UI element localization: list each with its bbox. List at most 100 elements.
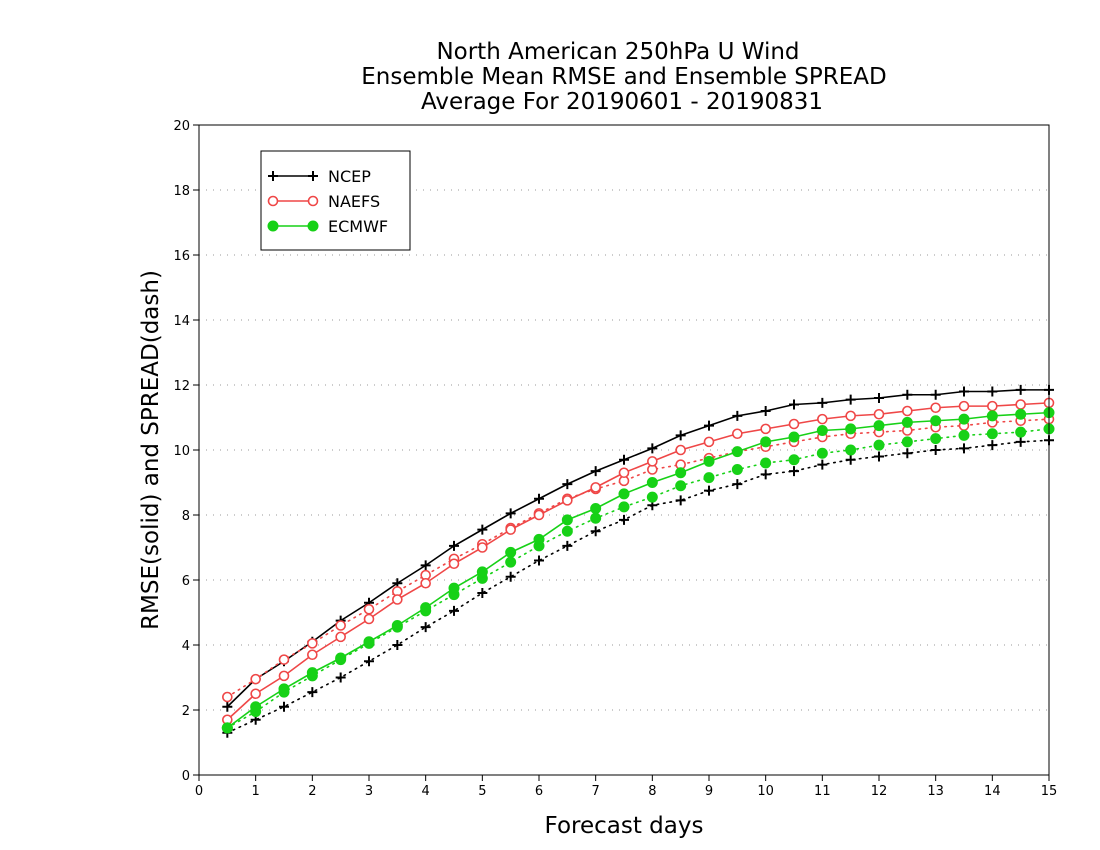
series-ecmwf xyxy=(221,407,1055,734)
rmse-point-ecmwf xyxy=(788,431,800,443)
y-tick-label: 6 xyxy=(182,574,190,589)
y-tick-label: 16 xyxy=(173,249,190,264)
spread-point-ecmwf xyxy=(703,472,715,484)
spread-point-ncep xyxy=(845,454,856,465)
legend-label-ncep: NCEP xyxy=(328,167,371,186)
y-tick-label: 12 xyxy=(173,379,190,394)
legend-marker-naefs xyxy=(267,195,279,207)
legend-label-naefs: NAEFS xyxy=(328,192,380,211)
rmse-point-ncep xyxy=(817,397,828,408)
rmse-point-naefs xyxy=(505,524,516,535)
legend-marker-ecmwf xyxy=(267,220,279,232)
title-line-3: Average For 20190601 - 20190831 xyxy=(421,89,823,115)
spread-point-ecmwf xyxy=(930,433,942,445)
rmse-point-ncep xyxy=(222,701,233,712)
rmse-point-naefs xyxy=(760,423,771,435)
rmse-point-naefs xyxy=(675,444,686,456)
spread-point-ecmwf xyxy=(590,512,602,524)
spread-point-ecmwf xyxy=(731,464,743,475)
spread-point-ncep xyxy=(449,605,459,616)
y-tick-label: 18 xyxy=(173,184,190,199)
rmse-point-ncep xyxy=(987,386,998,397)
spread-point-ncep xyxy=(987,440,998,451)
rmse-point-ecmwf xyxy=(1015,408,1027,420)
rmse-point-ncep xyxy=(845,394,856,405)
rmse-point-naefs xyxy=(930,402,941,414)
x-tick-label: 12 xyxy=(871,784,888,799)
y-tick-label: 8 xyxy=(182,509,190,524)
rmse-point-ecmwf xyxy=(760,436,772,448)
spread-point-ecmwf xyxy=(816,447,828,459)
rmse-point-ncep xyxy=(619,454,629,465)
spread-point-ncep xyxy=(959,443,969,454)
spread-point-ncep xyxy=(817,459,828,470)
title-line-1: North American 250hPa U Wind xyxy=(436,39,799,65)
spread-point-ncep xyxy=(1015,436,1026,447)
rmse-point-naefs xyxy=(788,418,800,430)
spread-point-ecmwf xyxy=(1015,426,1027,438)
x-tick-label: 9 xyxy=(705,784,713,799)
rmse-point-ncep xyxy=(675,430,686,441)
rmse-point-ecmwf xyxy=(221,722,233,734)
legend-marker-ecmwf xyxy=(307,220,319,232)
legend-marker-naefs xyxy=(307,195,319,207)
rmse-point-ecmwf xyxy=(986,410,998,422)
x-tick-label: 4 xyxy=(422,784,430,799)
x-tick-label: 15 xyxy=(1041,784,1058,799)
rmse-point-ecmwf xyxy=(845,423,857,435)
rmse-point-ecmwf xyxy=(363,636,375,648)
spread-point-ncep xyxy=(619,514,629,525)
rmse-point-ncep xyxy=(1015,384,1026,395)
x-tick-label: 14 xyxy=(984,784,1001,799)
spread-point-ecmwf xyxy=(760,457,772,469)
rmse-point-naefs xyxy=(703,436,715,448)
rmse-point-ncep xyxy=(902,389,913,400)
rmse-point-naefs xyxy=(873,408,885,420)
spread-point-ncep xyxy=(902,448,913,459)
rmse-point-naefs xyxy=(533,509,545,521)
rmse-point-naefs xyxy=(278,670,290,682)
x-tick-label: 6 xyxy=(535,784,543,799)
y-tick-label: 0 xyxy=(182,769,190,784)
rmse-point-naefs xyxy=(647,456,658,467)
rmse-point-naefs xyxy=(817,413,828,425)
rmse-point-ecmwf xyxy=(420,602,432,614)
rmse-point-naefs xyxy=(845,410,856,422)
rmse-point-ncep xyxy=(590,466,601,477)
rmse-point-ncep xyxy=(647,443,658,454)
rmse-point-naefs xyxy=(363,613,375,625)
y-tick-label: 4 xyxy=(182,639,190,654)
rmse-point-ecmwf xyxy=(448,582,460,594)
x-tick-label: 1 xyxy=(252,784,260,799)
y-tick-label: 14 xyxy=(173,314,190,329)
spread-line-ncep xyxy=(226,439,1050,734)
rmse-point-naefs xyxy=(250,688,261,700)
spread-point-naefs xyxy=(250,673,261,685)
rmse-point-ecmwf xyxy=(958,413,970,425)
rmse-point-ecmwf xyxy=(505,546,517,558)
spread-point-ncep xyxy=(590,526,601,537)
spread-point-ecmwf xyxy=(505,556,517,568)
y-tick-label: 2 xyxy=(182,704,190,719)
spread-point-ecmwf xyxy=(561,525,573,537)
rmse-line-ecmwf xyxy=(226,411,1050,729)
rmse-point-ncep xyxy=(760,406,771,416)
rmse-point-naefs xyxy=(902,405,913,417)
x-tick-label: 5 xyxy=(478,784,486,799)
x-axis: 0 1 2 3 4 5 6 7 8 9 10 11 12 13 14 15 xyxy=(195,775,1057,799)
chart-title: North American 250hPa U Wind Ensemble Me… xyxy=(361,39,886,115)
rmse-point-ncep xyxy=(449,540,459,551)
rmse-point-ecmwf xyxy=(873,420,885,432)
spread-point-ecmwf xyxy=(618,501,630,513)
y-tick-label: 10 xyxy=(173,444,190,459)
x-tick-label: 13 xyxy=(927,784,944,799)
legend-marker-ncep xyxy=(308,171,318,181)
rmse-point-ecmwf xyxy=(561,514,573,526)
rmse-point-ecmwf xyxy=(646,477,658,488)
spread-point-ncep xyxy=(392,640,403,650)
spread-line-ecmwf xyxy=(226,428,1050,729)
spread-point-ncep xyxy=(704,485,714,496)
rmse-point-ecmwf xyxy=(306,667,318,679)
spread-point-ncep xyxy=(477,588,488,598)
rmse-point-ncep xyxy=(732,410,743,421)
